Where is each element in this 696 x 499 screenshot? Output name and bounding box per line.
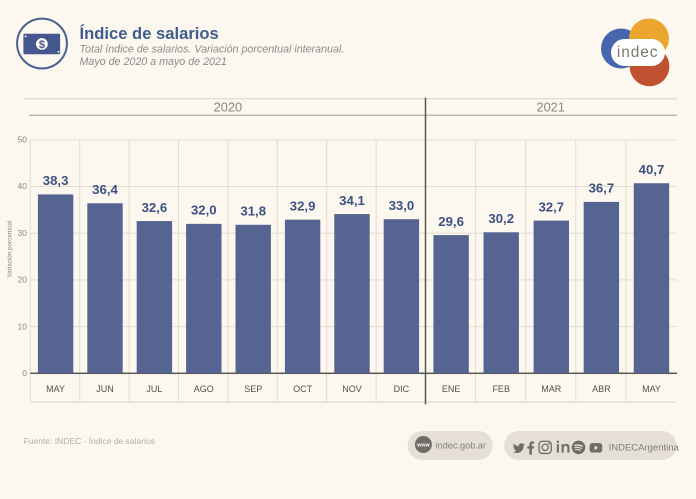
svg-text:10: 10 xyxy=(18,321,28,331)
svg-text:www: www xyxy=(416,442,430,448)
svg-text:29,6: 29,6 xyxy=(438,214,464,229)
svg-text:ABR: ABR xyxy=(592,384,611,394)
svg-text:34,1: 34,1 xyxy=(339,193,365,208)
svg-text:36,7: 36,7 xyxy=(589,181,615,196)
svg-text:31,8: 31,8 xyxy=(240,204,266,219)
svg-text:33,0: 33,0 xyxy=(389,198,415,213)
svg-text:30,2: 30,2 xyxy=(488,211,514,226)
svg-text:30: 30 xyxy=(18,228,28,238)
svg-text:40: 40 xyxy=(18,181,28,191)
svg-text:AGO: AGO xyxy=(194,384,214,394)
svg-text:JUL: JUL xyxy=(146,384,162,394)
svg-text:indec: indec xyxy=(617,44,659,61)
svg-text:OCT: OCT xyxy=(293,384,313,394)
svg-text:ENE: ENE xyxy=(442,384,461,394)
svg-text:Total índice de salarios. Vari: Total índice de salarios. Variación porc… xyxy=(80,44,345,56)
svg-text:MAY: MAY xyxy=(46,384,65,394)
svg-text:20: 20 xyxy=(18,275,28,285)
svg-text:2020: 2020 xyxy=(214,99,242,114)
svg-text:2021: 2021 xyxy=(536,99,564,114)
svg-text:FEB: FEB xyxy=(492,384,510,394)
svg-text:40,7: 40,7 xyxy=(639,162,665,177)
svg-text:50: 50 xyxy=(18,135,28,145)
svg-text:DIC: DIC xyxy=(394,384,410,394)
svg-text:Índice de salarios: Índice de salarios xyxy=(80,24,219,43)
svg-text:SEP: SEP xyxy=(244,384,262,394)
svg-text:NOV: NOV xyxy=(342,384,362,394)
svg-text:MAR: MAR xyxy=(541,384,562,394)
svg-text:Variación porcentual: Variación porcentual xyxy=(7,221,14,278)
svg-text:MAY: MAY xyxy=(642,384,661,394)
svg-text:$: $ xyxy=(39,39,45,51)
svg-text:32,9: 32,9 xyxy=(290,199,316,214)
svg-text:indec.gob.ar: indec.gob.ar xyxy=(436,440,487,450)
svg-text:JUN: JUN xyxy=(96,384,114,394)
svg-text:0: 0 xyxy=(22,368,27,378)
svg-text:32,0: 32,0 xyxy=(191,203,217,218)
svg-text:32,7: 32,7 xyxy=(538,199,564,214)
svg-text:Mayo de 2020 a mayo de 2021: Mayo de 2020 a mayo de 2021 xyxy=(80,56,227,68)
svg-text:38,3: 38,3 xyxy=(43,173,69,188)
svg-text:32,6: 32,6 xyxy=(142,200,168,215)
svg-text:Fuente: INDEC - Índice de sala: Fuente: INDEC - Índice de salarios xyxy=(24,436,155,446)
svg-text:INDECArgentina: INDECArgentina xyxy=(609,443,680,454)
svg-text:36,4: 36,4 xyxy=(92,182,118,197)
